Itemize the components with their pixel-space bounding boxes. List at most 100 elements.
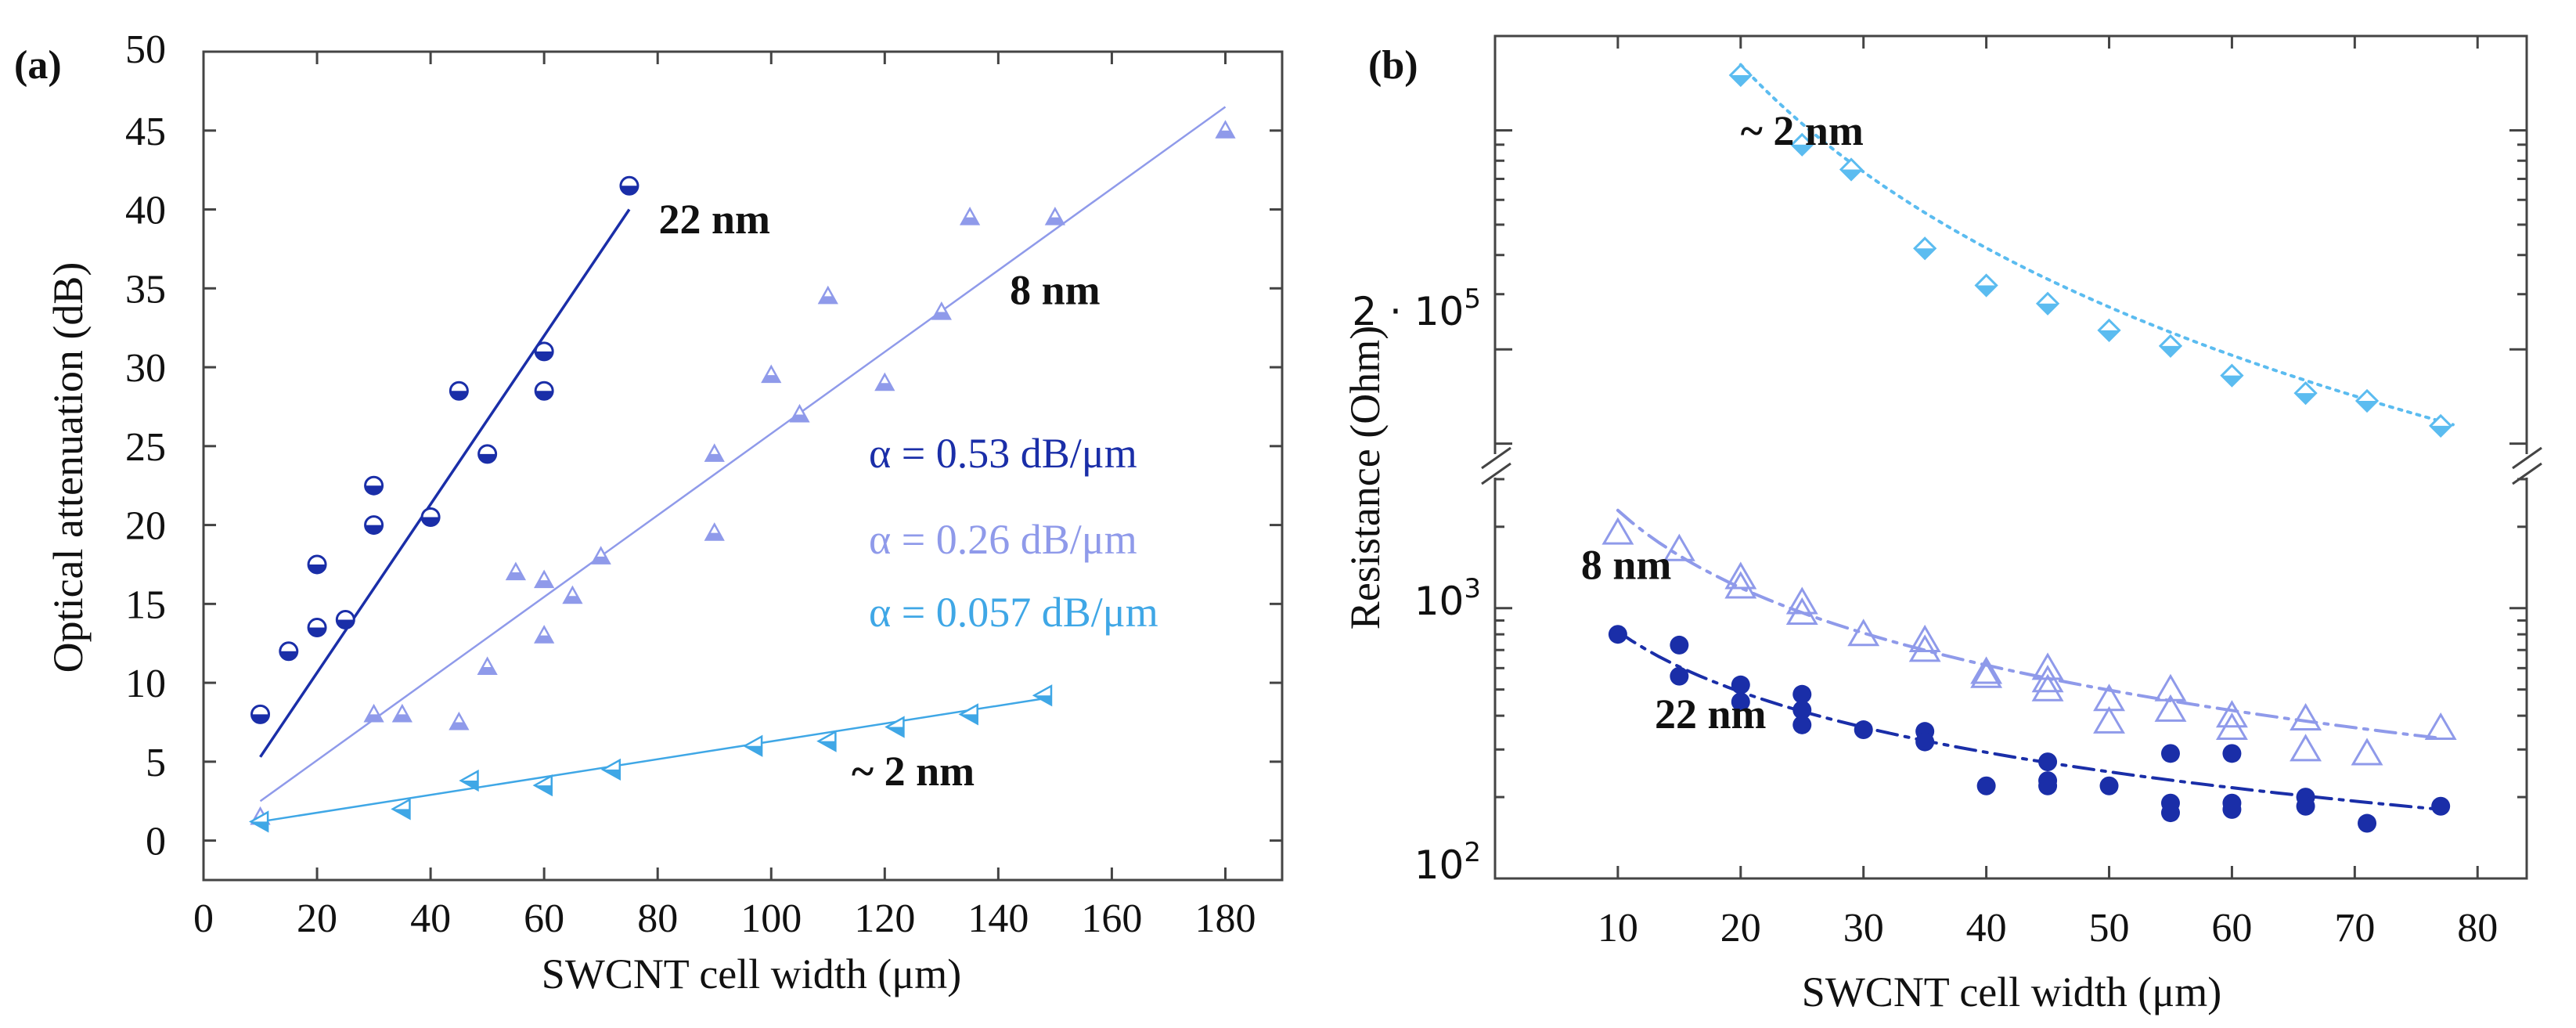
panel-a-slope-text: α = 0.26 dB/μm: [869, 516, 1137, 563]
panel-a-x-axis-title: SWCNT cell width (μm): [542, 950, 961, 997]
panel-a-y-axis: 0 5 10 15 20 25 30 35 40 45: [125, 110, 1282, 864]
panel-a-point: [884, 716, 905, 738]
panel-a-plot-frame: [202, 50, 1284, 882]
panel-a-point: [1032, 684, 1053, 707]
panel-b-point: [2158, 334, 2183, 359]
panel-a-y-tick-label: 30: [125, 346, 166, 391]
panel-b-point: [1601, 517, 1634, 545]
panel-b-x-tick-label: 70: [2334, 906, 2375, 950]
panel-a-x-tick-label: 60: [524, 896, 564, 941]
panel-b-label: (b): [1368, 43, 1418, 88]
panel-b-fit-curve: [1616, 508, 2443, 740]
panel-a-y-tick-label: 20: [125, 504, 166, 549]
panel-b-point: [1970, 660, 2003, 688]
panel-b-point: [2031, 652, 2064, 680]
panel-a-point: [959, 207, 981, 225]
panel-b-point: [1731, 675, 1750, 694]
panel-a: (a) 0 20 40 60 80 100 120 140 160 180 0 5 10 15 20 25 3…: [14, 27, 1284, 997]
panel-a-point: [600, 758, 621, 781]
panel-a-x-tick-label: 160: [1081, 896, 1142, 941]
panel-a-data-points: [248, 120, 1236, 833]
panel-a-point: [248, 810, 269, 833]
panel-b-plot-frame: [1493, 34, 2528, 880]
panel-a-point: [364, 515, 384, 536]
panel-b-y-axis-title: Resistance (Ohm): [1342, 326, 1389, 629]
panel-b-point: [1839, 157, 1864, 182]
panel-b-data-points: [1601, 63, 2457, 833]
panel-b-point: [2035, 291, 2060, 316]
panel-b-point: [2358, 813, 2377, 833]
panel-a-x-tick-label: 40: [410, 896, 451, 941]
panel-b-point: [1913, 236, 1937, 261]
panel-b-point: [1792, 700, 1812, 720]
panel-b-point: [2431, 796, 2451, 816]
panel-a-fit-line: [259, 106, 1227, 803]
panel-a-y-tick-label: 45: [125, 110, 166, 154]
panel-b-point: [1785, 597, 1818, 625]
panel-b-point: [1976, 776, 1996, 795]
panel-a-point: [391, 798, 411, 821]
panel-a-point: [449, 711, 470, 730]
panel-a-point: [363, 703, 384, 723]
panel-a-x-tick-label: 140: [967, 896, 1029, 941]
panel-b-point: [2038, 776, 2058, 795]
panel-b-point: [2220, 363, 2244, 388]
panel-a-y-axis-title: Optical attenuation (dB): [45, 262, 92, 673]
panel-b-point: [1854, 720, 1873, 740]
panel-a-point: [534, 569, 555, 589]
panel-a-y-tick-label: 35: [125, 267, 166, 312]
panel-a-point: [505, 561, 527, 581]
panel-b-point: [2154, 694, 2187, 722]
panel-a-y-tick-label: 5: [146, 741, 166, 785]
panel-b-x-tick-label: 20: [1720, 906, 1761, 950]
panel-b-series-labels: ~ 2 nm 8 nm 22 nm: [1581, 107, 1864, 738]
panel-a-slope-text: α = 0.53 dB/μm: [869, 430, 1137, 477]
panel-b-y-tick-label-1000: 103: [1414, 573, 1481, 624]
panel-b-x-tick-label: 60: [2211, 906, 2252, 950]
panel-b-point: [2099, 776, 2119, 795]
panel-b-x-tick-label: 10: [1598, 906, 1638, 950]
panel-b-point: [1731, 692, 1750, 712]
panel-b-point: [2354, 388, 2380, 413]
panel-b-axis-break: [1479, 446, 2544, 485]
panel-b-point: [1663, 533, 1695, 561]
panel-b-point: [1970, 656, 2003, 684]
panel-a-x-tick-label: 100: [740, 896, 802, 941]
panel-b-point: [1724, 571, 1757, 599]
panel-a-point: [477, 444, 498, 464]
panel-b-series-label: ~ 2 nm: [1741, 107, 1864, 154]
panel-a-point: [931, 301, 952, 320]
panel-b-point: [2222, 799, 2242, 819]
panel-a-point: [364, 475, 384, 496]
panel-b-point: [1608, 625, 1627, 644]
panel-b-series-label: 8 nm: [1581, 542, 1672, 589]
panel-a-y-tick-label: 0: [146, 820, 166, 864]
panel-b-point: [1792, 715, 1812, 734]
panel-a-y-tick-label: 25: [125, 425, 166, 470]
panel-a-point: [534, 341, 554, 362]
panel-b-point: [2296, 796, 2315, 816]
panel-b-point: [2031, 665, 2064, 693]
panel-b-point: [1792, 684, 1812, 704]
panel-b-point: [2160, 803, 2180, 823]
panel-a-fit-line: [259, 208, 631, 758]
panel-a-point: [789, 403, 810, 423]
panel-b-point: [1908, 624, 1941, 652]
panel-a-point: [532, 774, 553, 797]
panel-a-point: [1044, 207, 1066, 225]
panel-b-point: [2351, 738, 2383, 766]
panel-a-y-tick-label: 15: [125, 583, 166, 627]
panel-a-y-tick-label: 10: [125, 662, 166, 706]
panel-a-point: [477, 656, 498, 675]
panel-a-x-tick-label: 120: [854, 896, 915, 941]
panel-a-slope-legend: α = 0.53 dB/μm α = 0.26 dB/μm α = 0.057 dB…: [869, 430, 1158, 636]
panel-b-point: [1728, 63, 1753, 88]
panel-a-label: (a): [14, 43, 62, 88]
panel-a-point: [534, 381, 554, 401]
panel-b-x-tick-label: 30: [1843, 906, 1884, 950]
panel-a-x-tick-label: 80: [637, 896, 678, 941]
panel-b-y-tick-label-2e5: 2 · 105: [1352, 283, 1481, 334]
panel-a-point: [449, 381, 469, 401]
panel-b-point: [2031, 673, 2064, 702]
panel-a-point: [307, 618, 327, 638]
